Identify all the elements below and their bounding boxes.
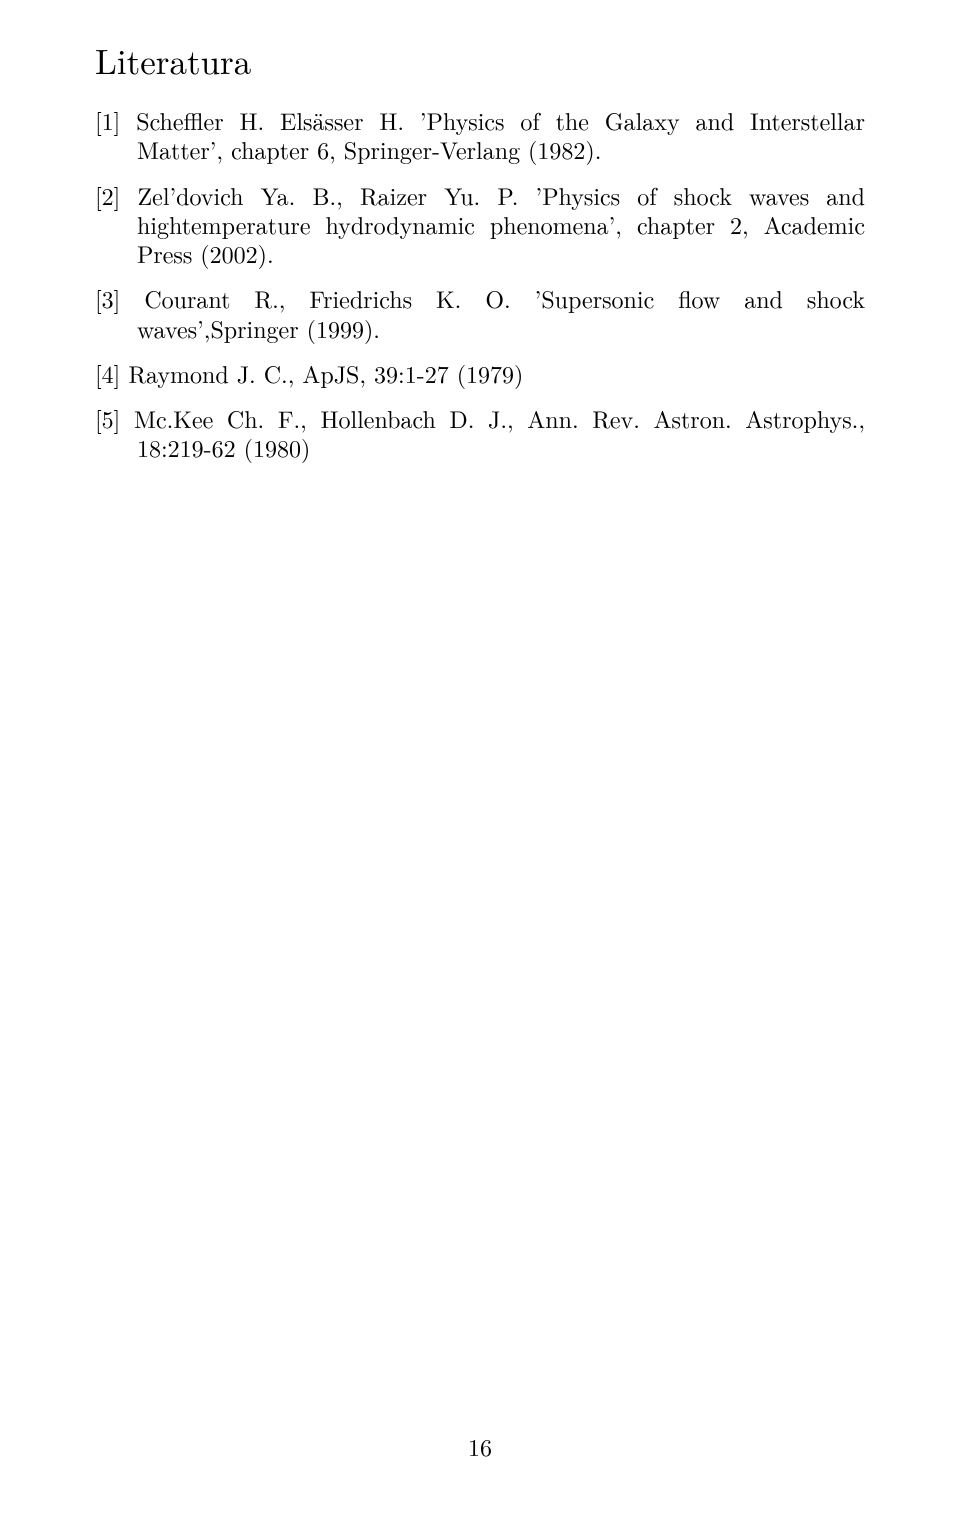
reference-label: [1]	[95, 103, 120, 137]
reference-label: [2]	[95, 178, 120, 212]
reference-item: [2] Zel’dovich Ya. B., Raizer Yu. P. ’Ph…	[95, 181, 865, 269]
reference-label: [3]	[95, 281, 120, 315]
reference-list: [1] Scheffler H. Elsässer H. ’Physics of…	[95, 106, 865, 463]
reference-item: [1] Scheffler H. Elsässer H. ’Physics of…	[95, 106, 865, 165]
reference-text: Mc.Kee Ch. F., Hollenbach D. J., Ann. Re…	[134, 401, 865, 464]
reference-text: Scheffler H. Elsässer H. ’Physics of the…	[136, 103, 865, 166]
reference-text: Zel’dovich Ya. B., Raizer Yu. P. ’Physic…	[137, 178, 865, 271]
section-title: Literatura	[95, 40, 865, 82]
reference-item: [5] Mc.Kee Ch. F., Hollenbach D. J., Ann…	[95, 404, 865, 463]
reference-label: [4]	[95, 356, 120, 390]
reference-label: [5]	[95, 401, 120, 435]
reference-text: Courant R., Friedrichs K. O. ’Supersonic…	[137, 281, 865, 344]
page: Literatura [1] Scheffler H. Elsässer H. …	[0, 0, 960, 1535]
reference-text: Raymond J. C., ApJS, 39:1-27 (1979)	[128, 356, 523, 390]
page-number: 16	[0, 1429, 960, 1463]
reference-item: [3] Courant R., Friedrichs K. O. ’Supers…	[95, 284, 865, 343]
reference-item: [4] Raymond J. C., ApJS, 39:1-27 (1979)	[95, 359, 865, 388]
